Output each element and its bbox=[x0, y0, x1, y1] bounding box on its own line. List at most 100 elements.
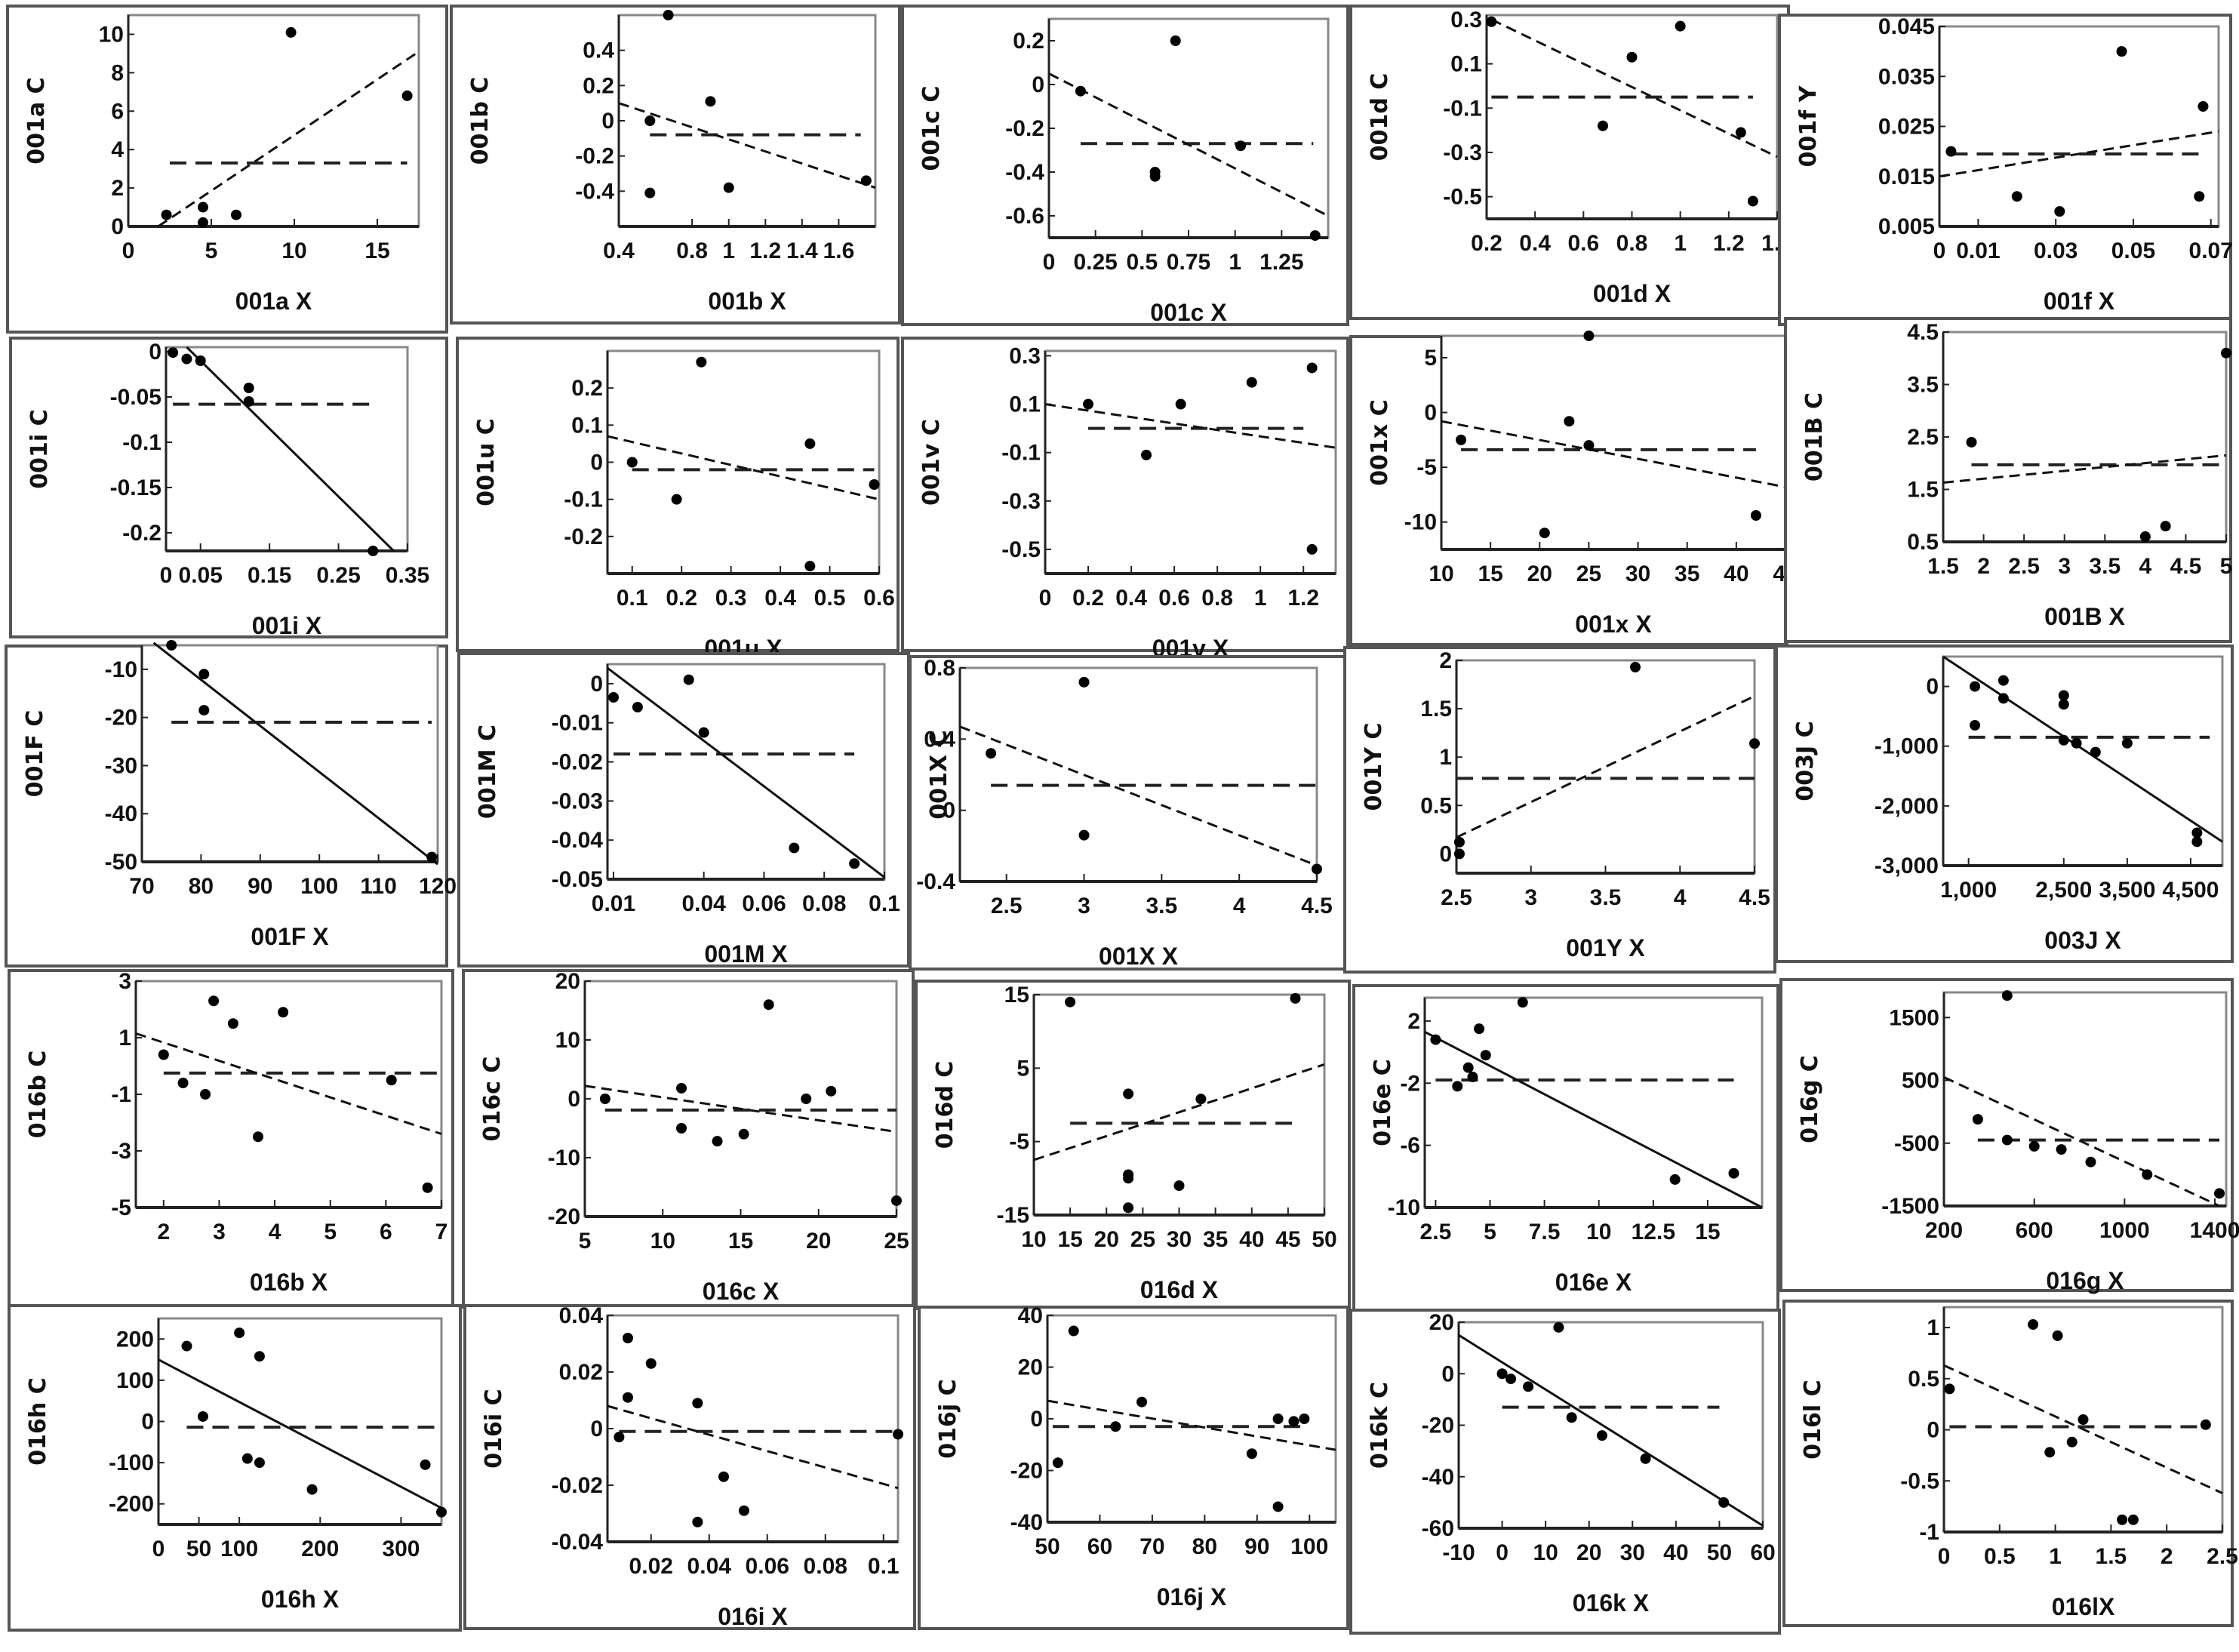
x-tick-label: 0.01 bbox=[1956, 238, 2000, 263]
y-tick-label: -0.15 bbox=[110, 475, 161, 500]
data-point bbox=[632, 702, 643, 712]
regression-line bbox=[1458, 1334, 1764, 1527]
data-point bbox=[422, 1182, 433, 1193]
regression-line bbox=[607, 435, 880, 501]
y-tick-label: -20 bbox=[548, 1204, 580, 1229]
x-tick-label: 200 bbox=[1925, 1218, 1963, 1243]
x-tick-label: 5 bbox=[2220, 554, 2233, 579]
x-tick-label: 25 bbox=[884, 1229, 909, 1254]
data-point bbox=[1309, 230, 1321, 241]
data-point bbox=[676, 1123, 687, 1134]
x-tick-label: 0.3 bbox=[715, 586, 747, 611]
y-tick-label: 0.1 bbox=[1450, 52, 1482, 77]
data-point bbox=[1583, 331, 1595, 341]
y-tick-label: 10 bbox=[555, 1028, 580, 1053]
data-point bbox=[712, 1136, 723, 1147]
x-axis-label: 001M X bbox=[704, 940, 788, 968]
data-point bbox=[285, 26, 297, 38]
data-point bbox=[1517, 997, 1528, 1008]
x-tick-label: 300 bbox=[382, 1537, 420, 1561]
x-tick-label: 0.5 bbox=[1984, 1544, 2016, 1569]
x-tick-label: 1.2 bbox=[749, 238, 781, 263]
data-point bbox=[2221, 347, 2231, 358]
x-tick-label: 7.5 bbox=[1529, 1220, 1561, 1244]
scatter-panel-001c: 0 0.25 0.5 0.75 1 1.25 0.2 0 -0.2 -0.4 -0.6 001c X 0… bbox=[901, 5, 1349, 326]
x-tick-label: 10 bbox=[1586, 1220, 1611, 1244]
data-point bbox=[1505, 1374, 1517, 1385]
x-tick-label: 1400 bbox=[2190, 1218, 2239, 1243]
x-tick-label: 0.2 bbox=[1072, 586, 1104, 611]
data-point bbox=[644, 115, 656, 126]
y-tick-label: -2,000 bbox=[1875, 794, 1939, 819]
x-tick-label: 5 bbox=[324, 1220, 337, 1244]
scatter-panel-001X: 2.5 3 3.5 4 4.5 0.8 0.4 0 -0.4 001X X 001X C bbox=[909, 655, 1349, 971]
y-tick-label: -3 bbox=[111, 1139, 131, 1164]
y-axis-label: 016d C bbox=[932, 1061, 958, 1149]
y-tick-label: 0.3 bbox=[1450, 8, 1482, 32]
x-tick-label: 1.2 bbox=[1713, 231, 1745, 256]
y-tick-label: 0 bbox=[1439, 841, 1452, 866]
y-tick-label: -5 bbox=[1009, 1130, 1029, 1155]
data-point bbox=[718, 1471, 729, 1482]
data-point bbox=[278, 1007, 289, 1018]
data-point bbox=[181, 353, 192, 365]
data-point bbox=[166, 640, 177, 651]
y-tick-label: 3.5 bbox=[1907, 373, 1939, 398]
scatter-panel-016k: -10 0 10 20 30 40 50 60 20 0 -20 -40 -60 016k X 016k C bbox=[1349, 1309, 1781, 1635]
y-tick-label: 0 bbox=[149, 340, 161, 365]
x-tick-label: 5 bbox=[1484, 1220, 1496, 1244]
x-tick-label: 45 bbox=[1275, 1227, 1300, 1252]
x-tick-label: 40 bbox=[1663, 1540, 1688, 1565]
y-tick-label: -40 bbox=[1422, 1465, 1454, 1490]
y-tick-label: -10 bbox=[1404, 510, 1437, 535]
data-point bbox=[198, 705, 210, 716]
y-axis-label: 001f Y bbox=[1795, 85, 1822, 167]
x-tick-label: 1.6 bbox=[823, 238, 855, 263]
data-point bbox=[2116, 46, 2127, 57]
x-tick-label: 15 bbox=[1057, 1227, 1082, 1252]
regression-line bbox=[1048, 72, 1329, 217]
scatter-panel-001Y: 2.5 3 3.5 4 4.5 2 1.5 1 0.5 0 001Y X 001Y C bbox=[1343, 646, 1776, 974]
data-point bbox=[1110, 1421, 1121, 1432]
data-point bbox=[789, 842, 800, 854]
x-tick-label: 0.8 bbox=[676, 238, 708, 263]
regression-line bbox=[186, 346, 395, 552]
data-point bbox=[436, 1506, 447, 1518]
x-tick-label: 0.4 bbox=[764, 586, 796, 611]
y-axis-label: 016l C bbox=[1800, 1380, 1826, 1459]
data-point bbox=[1453, 836, 1465, 848]
data-point bbox=[1078, 676, 1090, 688]
x-tick-label: 0.4 bbox=[1115, 586, 1147, 611]
x-tick-label: 20 bbox=[1094, 1227, 1119, 1252]
scatter-panel-001a: 0 5 10 15 0 2 4 6 8 10 001a X 001a C bbox=[6, 5, 448, 334]
x-tick-label: 2.5 bbox=[1441, 885, 1472, 910]
y-tick-label: -0.3 bbox=[1001, 489, 1041, 514]
regression-line bbox=[607, 1404, 899, 1490]
data-point bbox=[241, 1453, 253, 1464]
x-tick-label: 1 bbox=[1254, 586, 1267, 611]
x-tick-label: 0.1 bbox=[868, 1554, 900, 1579]
x-tick-label: 200 bbox=[301, 1537, 339, 1561]
x-tick-label: 0.04 bbox=[687, 1554, 732, 1579]
data-point bbox=[1123, 1173, 1134, 1184]
x-tick-label: 0.5 bbox=[1126, 250, 1158, 275]
data-point bbox=[168, 347, 179, 358]
y-tick-label: -0.5 bbox=[1900, 1469, 1939, 1494]
x-tick-label: 1.25 bbox=[1259, 250, 1303, 275]
data-point bbox=[1065, 996, 1076, 1008]
y-axis-label: 016b C bbox=[25, 1051, 51, 1139]
x-tick-label: 50 bbox=[1707, 1540, 1732, 1565]
y-tick-label: -0.5 bbox=[1001, 537, 1041, 562]
y-tick-label: 10 bbox=[99, 22, 124, 47]
data-point bbox=[1972, 1114, 1983, 1125]
y-tick-label: 40 bbox=[1018, 1303, 1043, 1328]
data-point bbox=[1052, 1457, 1063, 1469]
data-point bbox=[1123, 1088, 1134, 1100]
y-tick-label: -0.3 bbox=[1443, 140, 1482, 165]
x-tick-label: 90 bbox=[1244, 1534, 1269, 1559]
data-point bbox=[2194, 191, 2205, 202]
data-point bbox=[2200, 1419, 2211, 1430]
data-point bbox=[804, 561, 816, 572]
x-axis-label: 001c X bbox=[1150, 299, 1227, 326]
y-tick-label: -0.1 bbox=[1001, 441, 1041, 466]
